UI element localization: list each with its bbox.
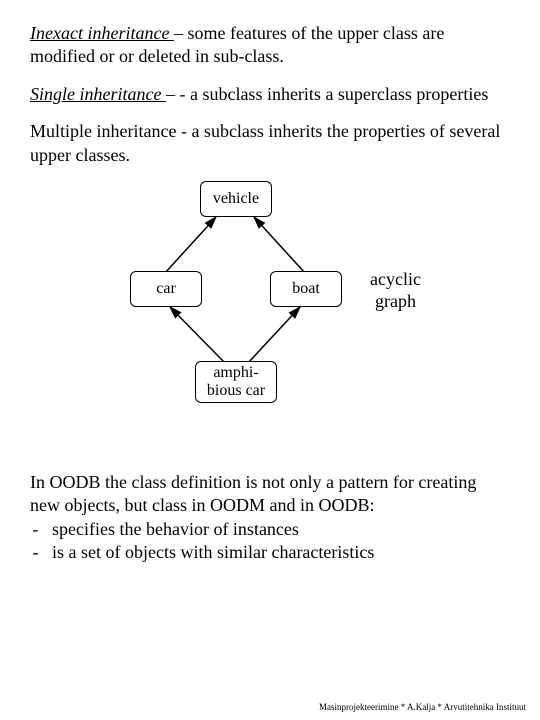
closing-intro: In OODB the class definition is not only… bbox=[30, 472, 476, 515]
list-item: is a set of objects with similar charact… bbox=[52, 541, 510, 564]
node-amphi: amphi- bious car bbox=[195, 361, 277, 403]
node-vehicle-label: vehicle bbox=[213, 190, 259, 208]
acyclic-line2: graph bbox=[375, 291, 416, 311]
definition-single: Single inheritance – - a subclass inheri… bbox=[30, 83, 510, 106]
term-single: Single inheritance bbox=[30, 84, 166, 104]
list-item: specifies the behavior of instances bbox=[52, 518, 510, 541]
node-boat: boat bbox=[270, 271, 342, 307]
bullet-2: is a set of objects with similar charact… bbox=[52, 542, 374, 562]
acyclic-line1: acyclic bbox=[370, 269, 421, 289]
definition-inexact: Inexact inheritance – some features of t… bbox=[30, 22, 510, 69]
node-boat-label: boat bbox=[292, 280, 320, 298]
text-multiple: Multiple inheritance - a subclass inheri… bbox=[30, 121, 500, 164]
node-vehicle: vehicle bbox=[200, 181, 272, 217]
closing-paragraph: In OODB the class definition is not only… bbox=[0, 471, 540, 565]
main-content: Inexact inheritance – some features of t… bbox=[0, 0, 540, 411]
acyclic-graph-label: acyclic graph bbox=[370, 269, 421, 312]
node-car-label: car bbox=[156, 280, 176, 298]
footer-text: Masinprojekteerimine * A.Kalja * Arvutit… bbox=[319, 702, 526, 712]
term-inexact: Inexact inheritance bbox=[30, 23, 174, 43]
text-single: – - a subclass inherits a superclass pro… bbox=[166, 84, 488, 104]
node-car: car bbox=[130, 271, 202, 307]
definition-multiple: Multiple inheritance - a subclass inheri… bbox=[30, 120, 510, 167]
node-amphi-label: amphi- bious car bbox=[207, 364, 265, 399]
inheritance-diagram: vehicle car boat amphi- bious car acycli… bbox=[30, 181, 510, 411]
closing-bullets: specifies the behavior of instances is a… bbox=[30, 518, 510, 565]
bullet-1: specifies the behavior of instances bbox=[52, 519, 299, 539]
